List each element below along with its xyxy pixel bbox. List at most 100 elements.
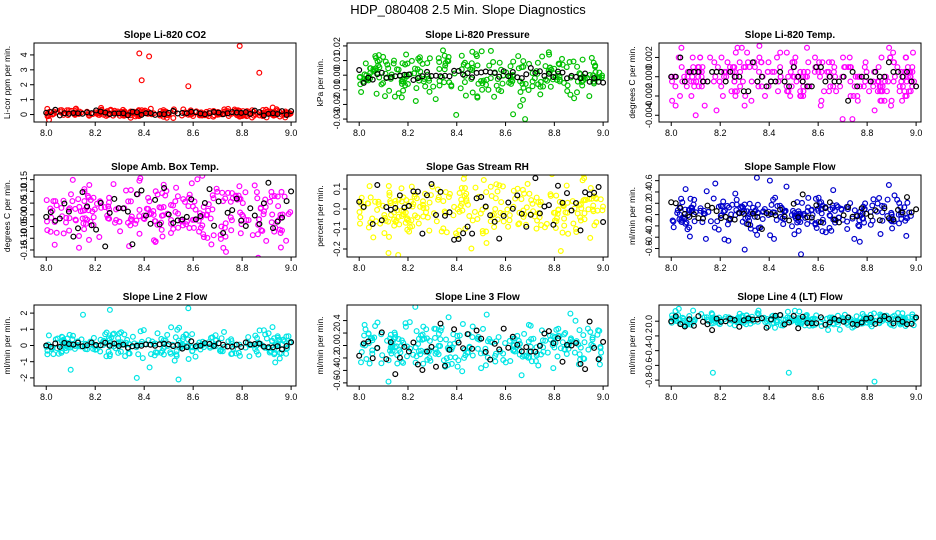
data-point (788, 83, 795, 90)
data-point (690, 307, 697, 314)
data-point (522, 80, 529, 87)
selected-point (695, 313, 702, 320)
data-point (276, 355, 283, 362)
selected-point (283, 111, 290, 118)
selected-point (233, 341, 240, 348)
selected-point (424, 192, 431, 199)
data-point (733, 88, 740, 95)
data-point (80, 220, 87, 227)
selected-point (577, 227, 584, 234)
data-point (738, 44, 745, 51)
selected-point (727, 68, 734, 75)
data-point (731, 88, 738, 95)
data-point (398, 94, 405, 101)
data-point (72, 217, 79, 224)
data-point (159, 233, 166, 240)
selected-point (536, 210, 543, 217)
data-point (566, 58, 573, 65)
data-point (386, 233, 393, 240)
data-point (672, 83, 679, 90)
data-point (390, 60, 397, 67)
selected-point (577, 360, 584, 367)
selected-point (817, 219, 824, 226)
data-point (426, 55, 433, 62)
data-point (135, 351, 142, 358)
data-point (124, 219, 131, 226)
data-point (580, 175, 587, 178)
data-point (474, 62, 481, 69)
selected-point (736, 73, 743, 80)
data-point (885, 78, 892, 85)
data-point (483, 189, 490, 196)
data-points (43, 175, 295, 257)
x-tick-label: 8.8 (861, 263, 874, 273)
y-tick-label: -0.6 (644, 358, 654, 374)
y-tick-label: 0.0 (644, 315, 654, 328)
data-point (755, 310, 762, 317)
data-point (283, 237, 290, 244)
selected-point (183, 344, 190, 351)
data-point (374, 58, 381, 65)
data-point (883, 88, 890, 95)
data-point (881, 78, 888, 85)
data-point (774, 88, 781, 95)
selected-point (582, 366, 589, 373)
data-point (387, 198, 394, 205)
selected-point (279, 108, 286, 115)
data-point (159, 348, 166, 355)
data-point (445, 361, 452, 368)
outlier-point (67, 366, 74, 373)
data-point (188, 180, 195, 187)
data-point (737, 204, 744, 211)
data-point (875, 64, 882, 71)
data-point (515, 53, 522, 60)
data-point (567, 336, 574, 343)
data-point (66, 215, 73, 222)
data-point (530, 335, 537, 342)
data-point (528, 197, 535, 204)
chart-title: Slope Li-820 Pressure (425, 30, 530, 41)
data-point (553, 218, 560, 225)
outlier-point (395, 252, 402, 257)
x-tick-label: 8.0 (40, 392, 53, 402)
x-tick-label: 9.0 (910, 263, 923, 273)
data-point (160, 212, 167, 219)
data-point (699, 64, 706, 71)
selected-point (106, 209, 113, 216)
selected-point (401, 343, 408, 350)
data-point (137, 175, 144, 182)
selected-point (505, 73, 512, 80)
chart-title: Slope Amb. Box Temp. (111, 162, 219, 173)
x-tick-label: 8.0 (353, 392, 366, 402)
selected-point (464, 331, 471, 338)
selected-point (61, 200, 68, 207)
selected-point (518, 348, 525, 355)
data-point (697, 207, 704, 214)
data-point (43, 197, 50, 204)
data-point (542, 175, 546, 176)
data-point (448, 360, 455, 367)
data-point (829, 59, 836, 66)
selected-point (238, 217, 245, 224)
data-point (429, 183, 436, 190)
selected-point (740, 210, 747, 217)
y-tick-label: 0.2 (644, 197, 654, 210)
data-point (277, 230, 284, 237)
selected-point (74, 225, 81, 232)
data-point (499, 183, 506, 190)
data-point (122, 353, 129, 360)
data-point (505, 223, 512, 230)
x-tick-label: 8.2 (714, 263, 727, 273)
data-point (859, 310, 866, 317)
data-point (474, 94, 481, 101)
data-point (811, 321, 818, 328)
data-point (756, 54, 763, 61)
data-point (777, 73, 784, 80)
selected-point (247, 110, 254, 117)
data-point (58, 204, 65, 211)
selected-point (260, 200, 267, 207)
selected-point (405, 71, 412, 78)
data-point (47, 228, 54, 235)
data-point (862, 200, 869, 207)
